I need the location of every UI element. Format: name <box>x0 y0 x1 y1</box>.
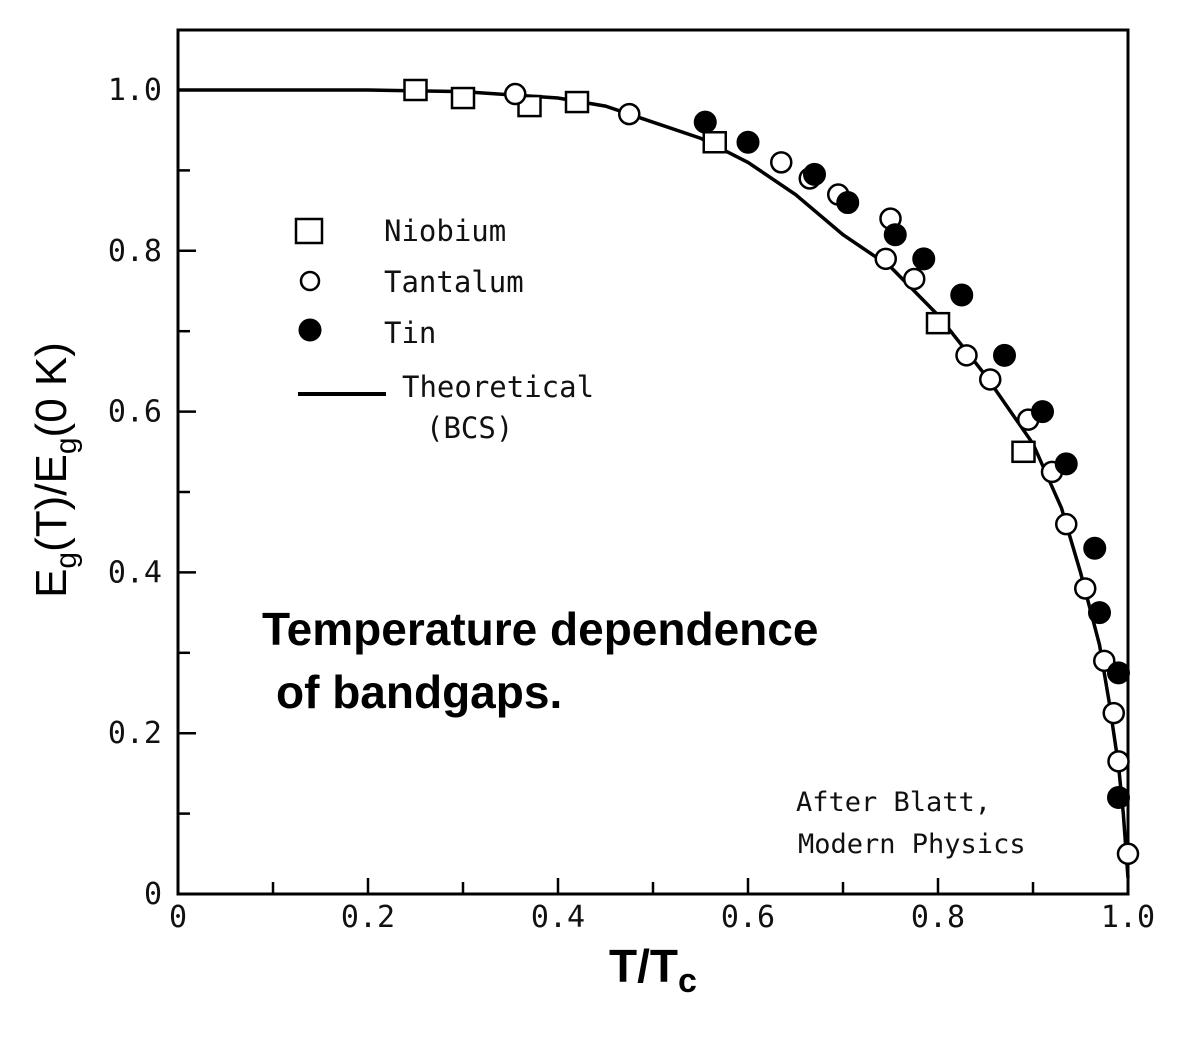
tin-point <box>1054 452 1078 476</box>
x-tick-label: 0 <box>169 900 187 935</box>
tantalum-point <box>1074 577 1097 600</box>
tin-point <box>883 223 907 247</box>
plot-frame <box>176 28 1130 896</box>
y-axis-title-sub2: g <box>50 437 83 454</box>
tantalum-point <box>770 151 793 174</box>
caption-line-1: Temperature dependence <box>262 603 818 655</box>
niobium-point <box>1011 440 1036 464</box>
niobium-point <box>403 78 428 102</box>
tantalum-point <box>618 102 641 126</box>
legend-theoretical-label: Theoretical <box>402 370 594 404</box>
tin-point <box>912 247 936 271</box>
tantalum-point <box>955 344 978 367</box>
tin-point <box>950 283 974 307</box>
tantalum-point <box>1093 649 1116 673</box>
y-axis-title-sub1: g <box>50 552 83 569</box>
y-tick-label: 0 <box>144 877 162 912</box>
legend-tantalum-marker <box>299 270 321 292</box>
tantalum-point <box>979 368 1002 391</box>
legend-niobium-marker <box>294 217 324 245</box>
niobium-point <box>564 90 590 114</box>
tin-point <box>993 343 1016 367</box>
legend-tin-marker <box>298 318 322 342</box>
legend-tantalum-label: Tantalum <box>384 265 524 299</box>
legend: Niobium Tantalum Tin Theoretical (BCS) <box>294 214 594 445</box>
tin-point <box>1088 601 1111 625</box>
tantalum-point <box>874 247 897 271</box>
y-tick-label: 0.2 <box>108 716 162 751</box>
x-tick-label: 1.0 <box>1101 900 1155 935</box>
x-axis-tick-labels: 0 0.2 0.4 0.6 0.8 1.0 <box>169 900 1155 935</box>
tantalum-point <box>1055 512 1078 536</box>
tantalum-point <box>903 267 926 291</box>
tin-point <box>693 110 717 134</box>
tin-point <box>803 162 826 186</box>
niobium-point <box>925 311 951 335</box>
x-axis-ticks <box>176 878 1130 894</box>
y-axis-title: Eg(T)/Eg(0 K) <box>27 342 83 598</box>
y-tick-label: 0.6 <box>108 395 162 430</box>
y-tick-label: 0.8 <box>108 234 162 269</box>
x-tick-label: 0.4 <box>531 900 585 935</box>
y-axis-title-end: (0 K) <box>27 342 76 437</box>
legend-theoretical-label-2: (BCS) <box>426 411 513 445</box>
data-markers <box>403 78 1140 866</box>
x-tick-label: 0.8 <box>911 900 965 935</box>
y-tick-label: 0.4 <box>108 555 162 590</box>
niobium-point <box>702 131 727 154</box>
legend-niobium-label: Niobium <box>384 214 506 248</box>
caption-line-2: of bandgaps. <box>276 666 562 718</box>
x-axis-title-main: T/T <box>609 940 678 992</box>
y-axis-ticks <box>178 88 196 896</box>
tantalum-point <box>1107 750 1130 773</box>
theoretical-bcs-curve <box>178 88 1130 879</box>
tin-point <box>736 130 760 154</box>
x-axis-title-subscript: c <box>678 962 697 1000</box>
tin-point <box>1083 536 1107 560</box>
credit-line-2: Modern Physics <box>798 829 1026 860</box>
y-axis-title-e1: E <box>27 569 76 598</box>
y-tick-label: 1.0 <box>108 73 162 108</box>
x-tick-label: 0.6 <box>721 900 775 935</box>
tin-point <box>1107 786 1130 810</box>
y-axis-tick-labels: 0 0.2 0.4 0.6 0.8 1.0 <box>108 73 162 912</box>
tin-point <box>836 191 860 215</box>
tin-point <box>1031 400 1054 424</box>
credit-line-1: After Blatt, <box>796 787 991 818</box>
tantalum-point <box>1116 842 1140 866</box>
tantalum-point <box>504 82 527 106</box>
tin-point <box>1107 661 1130 685</box>
niobium-point <box>450 86 476 110</box>
y-axis-title-mid: (T)/E <box>27 454 76 552</box>
x-axis-title: T/Tc <box>609 940 697 1000</box>
tantalum-point <box>1102 701 1125 725</box>
x-tick-label: 0.2 <box>341 900 395 935</box>
legend-tin-label: Tin <box>384 316 436 350</box>
